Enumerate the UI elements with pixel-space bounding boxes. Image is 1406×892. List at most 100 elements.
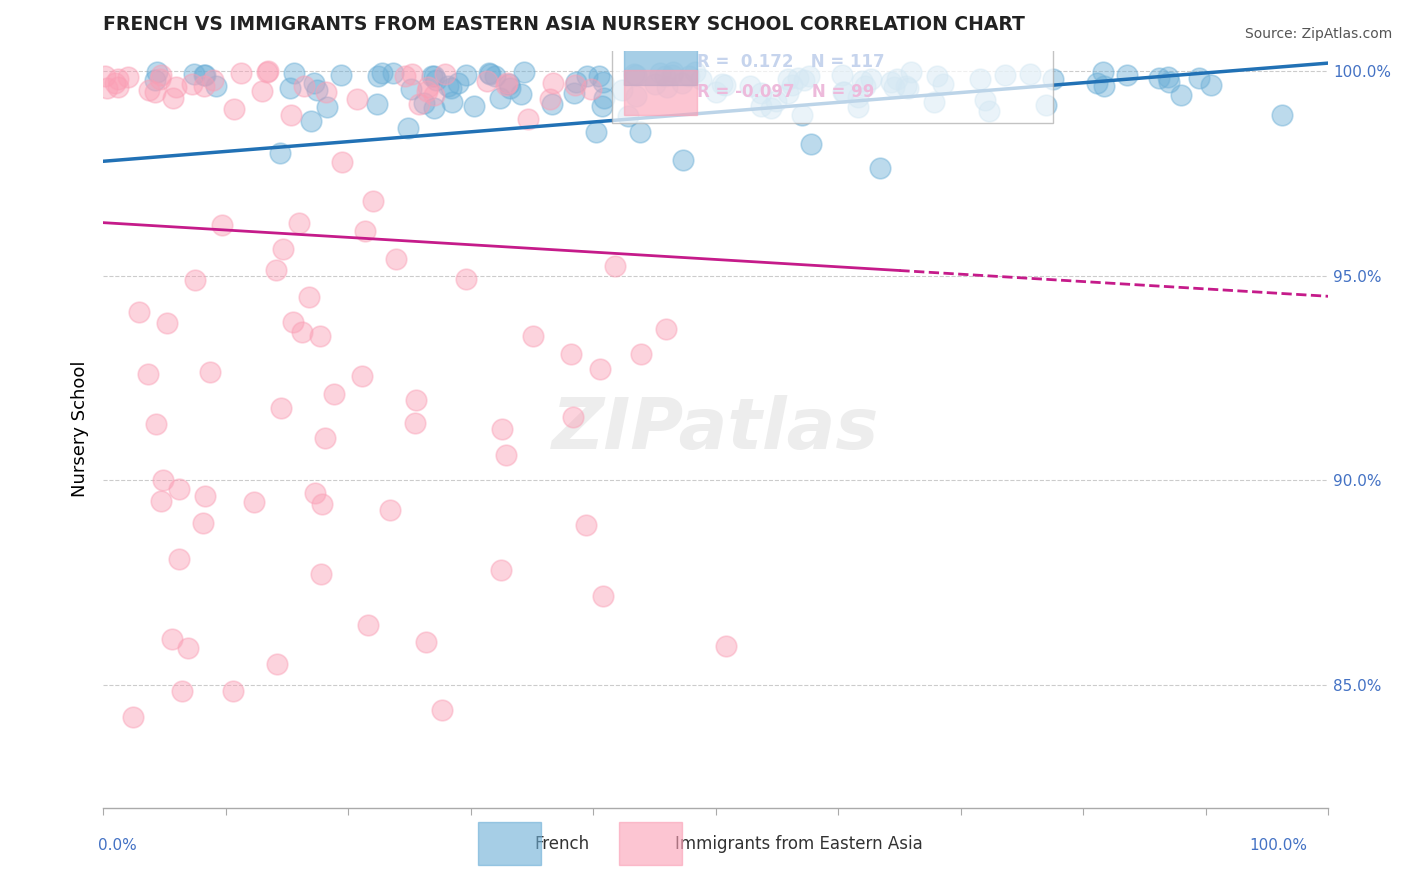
Point xyxy=(425,73,447,87)
Point xyxy=(879,75,901,89)
Point xyxy=(447,76,470,90)
Point xyxy=(513,65,536,79)
Point xyxy=(624,88,647,103)
Point xyxy=(346,92,368,106)
Point xyxy=(433,67,456,81)
Point xyxy=(138,83,160,97)
Point xyxy=(510,87,533,101)
Point xyxy=(96,80,118,95)
Point xyxy=(711,78,734,92)
Point xyxy=(281,315,304,329)
Point xyxy=(654,69,676,83)
Point xyxy=(591,98,613,112)
Point xyxy=(361,194,384,209)
Point xyxy=(495,448,517,462)
Point xyxy=(1042,72,1064,87)
Point xyxy=(1149,71,1171,86)
Point xyxy=(380,503,402,517)
Point xyxy=(436,79,458,94)
Point xyxy=(366,96,388,111)
Point xyxy=(704,85,727,99)
Point xyxy=(298,290,321,304)
Point xyxy=(489,563,512,577)
Point xyxy=(149,68,172,82)
Point xyxy=(562,86,585,100)
Point xyxy=(385,252,408,267)
Point xyxy=(1159,75,1181,89)
Point xyxy=(302,76,325,90)
Point xyxy=(283,66,305,80)
Point xyxy=(152,473,174,487)
Point xyxy=(979,104,1001,119)
Point xyxy=(305,83,328,97)
Point xyxy=(797,69,820,83)
Point xyxy=(430,703,453,717)
Point xyxy=(499,81,522,95)
Point xyxy=(1188,70,1211,85)
Point xyxy=(177,640,200,655)
Point xyxy=(222,683,245,698)
Point xyxy=(973,94,995,108)
Point xyxy=(299,114,322,128)
Y-axis label: Nursery School: Nursery School xyxy=(72,361,89,498)
Point xyxy=(423,69,446,83)
Point xyxy=(211,218,233,232)
Point xyxy=(423,101,446,115)
Point xyxy=(405,393,427,408)
Point xyxy=(193,68,215,82)
Point xyxy=(367,69,389,83)
Point xyxy=(463,99,485,113)
Point xyxy=(575,517,598,532)
Point xyxy=(685,65,707,79)
Point xyxy=(900,65,922,79)
Point xyxy=(440,81,463,95)
Point xyxy=(593,91,616,105)
Point xyxy=(128,305,150,319)
Point xyxy=(491,422,513,436)
Point xyxy=(401,67,423,81)
Point xyxy=(170,683,193,698)
Point xyxy=(714,639,737,653)
Point xyxy=(311,567,333,582)
FancyBboxPatch shape xyxy=(624,39,697,85)
Text: Immigrants from Eastern Asia: Immigrants from Eastern Asia xyxy=(675,835,922,853)
Point xyxy=(103,76,125,90)
Point xyxy=(780,78,803,92)
Point xyxy=(242,495,264,509)
Point xyxy=(256,64,278,78)
Point xyxy=(800,136,823,151)
Point xyxy=(994,68,1017,82)
Point xyxy=(1092,79,1115,94)
Point xyxy=(832,85,855,99)
Point xyxy=(793,73,815,87)
Point xyxy=(396,120,419,135)
Point xyxy=(150,494,173,508)
Point xyxy=(143,85,166,99)
Point xyxy=(894,78,917,93)
Point xyxy=(787,71,810,86)
Point xyxy=(143,73,166,87)
Point xyxy=(107,79,129,94)
Point xyxy=(371,66,394,80)
Point xyxy=(117,70,139,84)
Point xyxy=(655,79,678,94)
Point xyxy=(1019,67,1042,81)
Point xyxy=(167,483,190,497)
Point xyxy=(271,242,294,256)
Point xyxy=(969,71,991,86)
FancyBboxPatch shape xyxy=(612,36,1053,123)
Point xyxy=(304,485,326,500)
Text: R = -0.097   N = 99: R = -0.097 N = 99 xyxy=(697,84,875,102)
Point xyxy=(522,328,544,343)
Point xyxy=(628,125,651,139)
Point xyxy=(714,78,737,93)
Point xyxy=(689,71,711,86)
Point xyxy=(650,66,672,80)
Point xyxy=(309,328,332,343)
Point xyxy=(454,68,477,82)
Point xyxy=(592,589,614,603)
Point xyxy=(181,78,204,92)
Point xyxy=(564,75,586,89)
Point xyxy=(478,67,501,81)
Point xyxy=(848,89,870,103)
